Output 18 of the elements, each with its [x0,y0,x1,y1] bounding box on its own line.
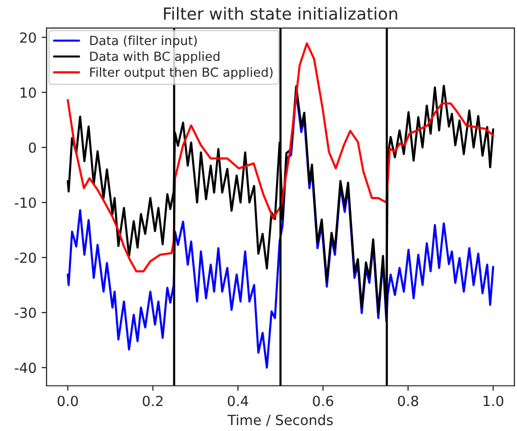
x-tick-label: 0.4 [228,396,248,406]
legend-label: Data (filter input) [90,36,197,48]
x-tick-label: 0.2 [142,396,163,406]
legend-label: Filter output then BC applied) [90,67,273,80]
y-tick-label: 20 [20,32,36,43]
y-tick-label: -30 [14,308,36,318]
x-tick-label: 1.0 [484,396,504,406]
y-tick-label: -40 [14,362,36,374]
y-tick-label: 0 [28,142,36,153]
x-tick-label: 0.6 [312,396,334,406]
y-tick-label: -10 [14,197,36,208]
x-tick-label: 0.0 [58,396,78,406]
x-axis-title: Time / Seconds [228,414,333,426]
y-tick-label: -20 [14,252,36,263]
legend-label: Data with BC applied [90,51,220,64]
chart-title: Filter with state initialization [164,7,398,20]
y-tick-label: 10 [20,87,36,98]
x-tick-label: 0.8 [398,396,418,406]
